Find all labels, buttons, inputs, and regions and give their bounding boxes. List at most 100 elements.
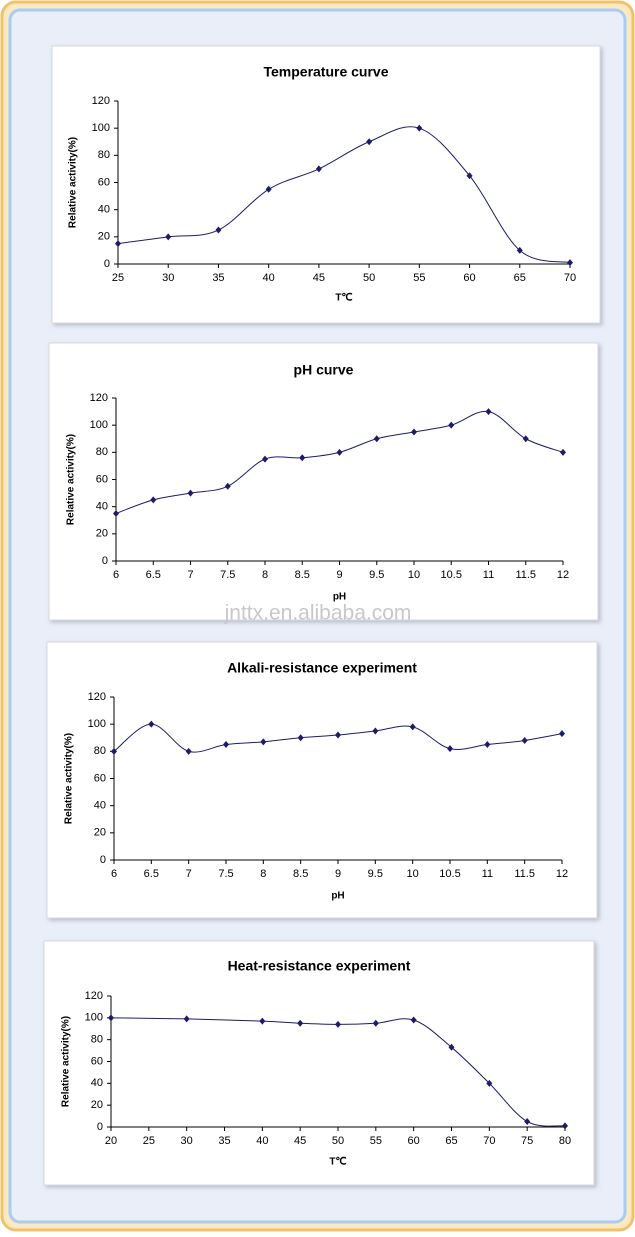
x-tick-label: 10 — [407, 868, 419, 880]
marker — [524, 1118, 531, 1126]
y-tick-label: 100 — [92, 122, 110, 134]
marker — [411, 428, 417, 436]
marker — [484, 741, 491, 749]
y-tick-label: 40 — [94, 800, 106, 812]
x-tick-label: 35 — [218, 1135, 230, 1147]
marker — [187, 489, 194, 497]
x-tick-label: 35 — [212, 272, 224, 284]
chart-title: Heat-resistance experiment — [228, 958, 411, 974]
y-axis-label: Relative activity(%) — [64, 733, 75, 824]
marker — [366, 138, 373, 146]
marker — [448, 421, 455, 429]
x-tick-label: 70 — [483, 1135, 495, 1147]
x-tick-label: 65 — [514, 272, 526, 284]
marker — [224, 482, 231, 490]
x-tick-label: 60 — [408, 1135, 420, 1147]
y-tick-label: 120 — [90, 392, 108, 404]
marker — [113, 509, 119, 517]
marker — [260, 738, 267, 746]
x-tick-label: 50 — [363, 272, 375, 284]
y-tick-label: 100 — [88, 718, 106, 730]
marker — [335, 731, 341, 739]
marker — [223, 741, 229, 749]
marker — [335, 1020, 341, 1028]
chart-title: Temperature curve — [263, 64, 388, 80]
y-tick-label: 20 — [91, 1099, 103, 1111]
x-tick-label: 30 — [181, 1135, 193, 1147]
chart-panel — [48, 342, 599, 621]
marker — [148, 720, 155, 728]
x-tick-label: 10.5 — [439, 868, 460, 880]
y-tick-label: 20 — [94, 827, 106, 839]
x-axis-label: pH — [331, 891, 344, 902]
x-tick-label: 45 — [294, 1135, 306, 1147]
x-tick-label: 25 — [143, 1135, 155, 1147]
y-tick-label: 0 — [100, 854, 106, 866]
marker — [567, 259, 573, 267]
marker — [259, 1017, 266, 1025]
marker — [315, 165, 322, 173]
chart-panel — [43, 940, 595, 1186]
x-tick-label: 65 — [445, 1135, 457, 1147]
marker — [486, 1079, 493, 1087]
x-tick-label: 9 — [335, 868, 341, 880]
x-axis-label: T℃ — [335, 293, 352, 304]
marker — [183, 1015, 190, 1023]
marker — [336, 448, 343, 456]
marker — [262, 455, 268, 463]
marker — [466, 172, 473, 180]
x-tick-label: 30 — [162, 272, 174, 284]
y-tick-label: 80 — [91, 1034, 103, 1046]
x-tick-label: 9.5 — [369, 569, 384, 581]
y-tick-label: 20 — [96, 528, 108, 540]
x-tick-label: 8 — [262, 569, 268, 581]
marker — [165, 233, 172, 241]
curve — [117, 126, 571, 264]
y-tick-label: 120 — [92, 95, 110, 107]
marker — [108, 1014, 114, 1022]
marker — [115, 240, 121, 248]
x-tick-label: 75 — [521, 1135, 533, 1147]
marker — [372, 727, 379, 735]
marker — [297, 1019, 304, 1027]
x-tick-label: 7.5 — [218, 868, 233, 880]
x-tick-label: 11 — [482, 868, 493, 880]
x-tick-label: 12 — [556, 868, 568, 880]
y-tick-label: 40 — [96, 501, 108, 513]
x-tick-label: 50 — [332, 1135, 344, 1147]
x-tick-label: 25 — [112, 272, 124, 284]
marker — [409, 723, 416, 731]
chart-panel — [46, 641, 598, 919]
x-tick-label: 70 — [564, 272, 576, 284]
marker — [297, 734, 304, 742]
y-tick-label: 40 — [91, 1077, 103, 1089]
marker — [485, 408, 492, 416]
y-tick-label: 0 — [104, 258, 110, 270]
marker — [521, 736, 528, 744]
y-tick-label: 60 — [98, 176, 110, 188]
marker — [215, 226, 222, 234]
y-tick-label: 20 — [98, 231, 110, 243]
marker — [560, 448, 566, 456]
charts: Temperature curve T℃ Relative activity(%) 2… — [43, 45, 601, 1186]
x-tick-label: 8.5 — [295, 569, 310, 581]
x-tick-label: 60 — [463, 272, 475, 284]
marker — [562, 1122, 568, 1130]
marker — [150, 496, 157, 504]
watermark: jnttx.en.alibaba.com — [224, 602, 412, 625]
y-tick-label: 80 — [94, 745, 106, 757]
x-tick-label: 11 — [483, 569, 494, 581]
x-tick-label: 55 — [370, 1135, 382, 1147]
x-tick-label: 40 — [263, 272, 275, 284]
y-tick-label: 100 — [85, 1012, 103, 1024]
x-tick-label: 40 — [256, 1135, 268, 1147]
x-tick-label: 9 — [336, 569, 342, 581]
x-axis-label: T℃ — [329, 1157, 346, 1168]
y-tick-label: 0 — [97, 1121, 103, 1133]
x-tick-label: 6 — [113, 569, 119, 581]
chart-panel — [51, 45, 601, 324]
x-tick-label: 6.5 — [146, 569, 161, 581]
x-tick-label: 9.5 — [368, 868, 383, 880]
x-tick-label: 10 — [408, 569, 420, 581]
